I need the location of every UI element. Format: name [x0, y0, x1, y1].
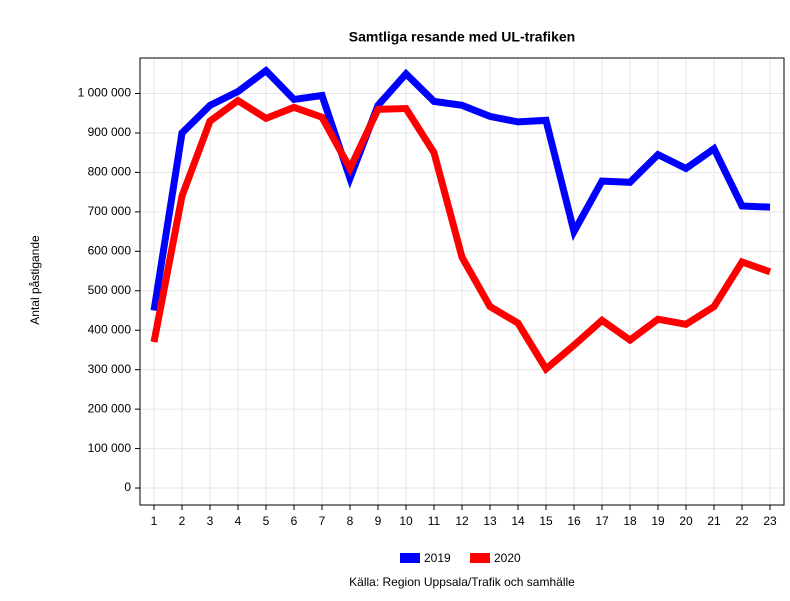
y-tick-label: 0 [124, 480, 131, 494]
y-tick-label: 600 000 [88, 243, 132, 257]
series-line [150, 65, 771, 312]
x-tick-label: 3 [207, 514, 214, 528]
legend-label: 2020 [494, 551, 521, 565]
y-tick-label: 400 000 [88, 322, 132, 336]
x-tick-label: 5 [263, 514, 270, 528]
y-tick-label: 200 000 [88, 401, 132, 415]
x-tick-label: 19 [651, 514, 665, 528]
x-tick-label: 4 [235, 514, 242, 528]
series-line [150, 96, 772, 375]
y-tick-label: 700 000 [88, 204, 132, 218]
y-tick-label: 900 000 [88, 125, 132, 139]
y-axis-label: Antal påstigande [28, 235, 42, 325]
x-tick-label: 7 [319, 514, 326, 528]
legend-label: 2019 [424, 551, 451, 565]
chart-title: Samtliga resande med UL-trafiken [349, 29, 575, 45]
source-note: Källa: Region Uppsala/Trafik och samhäll… [349, 575, 575, 589]
y-tick-label: 100 000 [88, 441, 132, 455]
x-tick-label: 22 [735, 514, 749, 528]
y-tick-label: 1 000 000 [78, 86, 132, 100]
x-tick-label: 16 [567, 514, 581, 528]
legend-swatch [400, 553, 420, 563]
legend-swatch [470, 553, 490, 563]
x-tick-label: 2 [179, 514, 186, 528]
x-tick-label: 9 [375, 514, 382, 528]
x-tick-label: 18 [623, 514, 637, 528]
x-tick-label: 23 [763, 514, 777, 528]
x-tick-label: 11 [428, 514, 441, 528]
x-tick-label: 20 [679, 514, 693, 528]
x-tick-label: 10 [399, 514, 413, 528]
plot-frame [139, 57, 785, 506]
x-tick-label: 17 [595, 514, 609, 528]
x-tick-label: 13 [483, 514, 497, 528]
y-tick-label: 300 000 [88, 362, 132, 376]
y-tick-label: 500 000 [88, 283, 132, 297]
y-tick-label: 800 000 [88, 165, 132, 179]
x-tick-label: 15 [539, 514, 553, 528]
x-tick-label: 12 [455, 514, 469, 528]
x-tick-label: 1 [151, 514, 158, 528]
x-tick-label: 21 [707, 514, 721, 528]
x-tick-label: 14 [511, 514, 525, 528]
x-tick-label: 6 [291, 514, 298, 528]
x-tick-label: 8 [347, 514, 354, 528]
